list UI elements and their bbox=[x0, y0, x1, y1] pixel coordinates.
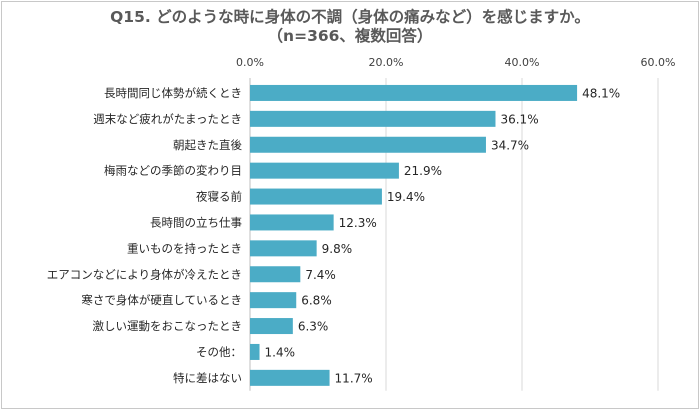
chart-title: Q15. どのような時に身体の不調（身体の痛みなど）を感じますか。 bbox=[110, 7, 590, 26]
category-label: 特に差はない bbox=[173, 371, 242, 385]
bar bbox=[250, 188, 382, 205]
bar bbox=[250, 214, 334, 231]
bar bbox=[250, 110, 496, 127]
bar bbox=[250, 136, 486, 153]
bar bbox=[250, 162, 399, 179]
data-label: 19.4% bbox=[387, 190, 425, 204]
category-label: その他： bbox=[196, 345, 242, 359]
bar bbox=[250, 240, 317, 257]
x-tick-label: 0.0% bbox=[236, 56, 264, 69]
category-label: 夜寝る前 bbox=[196, 190, 242, 204]
category-label: 激しい運動をおこなったとき bbox=[93, 319, 243, 333]
category-label: 週末など疲れがたまったとき bbox=[93, 112, 242, 126]
category-labels: 長時間同じ体勢が続くとき週末など疲れがたまったとき朝起きた直後梅雨などの季節の変… bbox=[47, 86, 243, 385]
data-label: 12.3% bbox=[339, 216, 377, 230]
data-label: 1.4% bbox=[265, 345, 296, 359]
bar bbox=[250, 266, 301, 283]
x-tick-label: 20.0% bbox=[369, 56, 404, 69]
category-label: 寒さで身体が硬直しているとき bbox=[81, 293, 242, 307]
x-tick-label: 40.0% bbox=[505, 56, 540, 69]
category-label: エアコンなどにより身体が冷えたとき bbox=[47, 267, 242, 281]
data-label: 34.7% bbox=[491, 138, 529, 152]
category-label: 梅雨などの季節の変わり目 bbox=[104, 164, 242, 178]
data-label: 48.1% bbox=[582, 86, 620, 100]
data-label: 21.9% bbox=[404, 164, 442, 178]
data-label: 9.8% bbox=[322, 242, 353, 256]
category-label: 重いものを持ったとき bbox=[127, 241, 242, 255]
data-label: 6.8% bbox=[301, 294, 332, 308]
bar bbox=[250, 292, 297, 309]
bars: 48.1% 36.1% 34.7% 21.9% 19.4% 12.3% 9.8% 7.4% 6.… bbox=[250, 84, 620, 386]
category-label: 長時間同じ体勢が続くとき bbox=[104, 86, 242, 100]
x-tick-label: 60.0% bbox=[641, 56, 676, 69]
gridlines bbox=[249, 78, 659, 391]
bar bbox=[250, 343, 260, 360]
data-label: 7.4% bbox=[305, 268, 336, 282]
category-label: 長時間の立ち仕事 bbox=[150, 215, 242, 229]
bar bbox=[250, 318, 293, 335]
data-label: 36.1% bbox=[500, 112, 538, 126]
category-label: 朝起きた直後 bbox=[173, 138, 242, 152]
bar bbox=[250, 84, 578, 101]
data-label: 6.3% bbox=[298, 320, 329, 334]
x-axis-ticks: 0.0% 20.0% 40.0% 60.0% bbox=[236, 56, 675, 69]
data-label: 11.7% bbox=[335, 371, 373, 385]
chart-subtitle: （n=366、複数回答） bbox=[268, 26, 433, 45]
bar bbox=[250, 369, 330, 386]
